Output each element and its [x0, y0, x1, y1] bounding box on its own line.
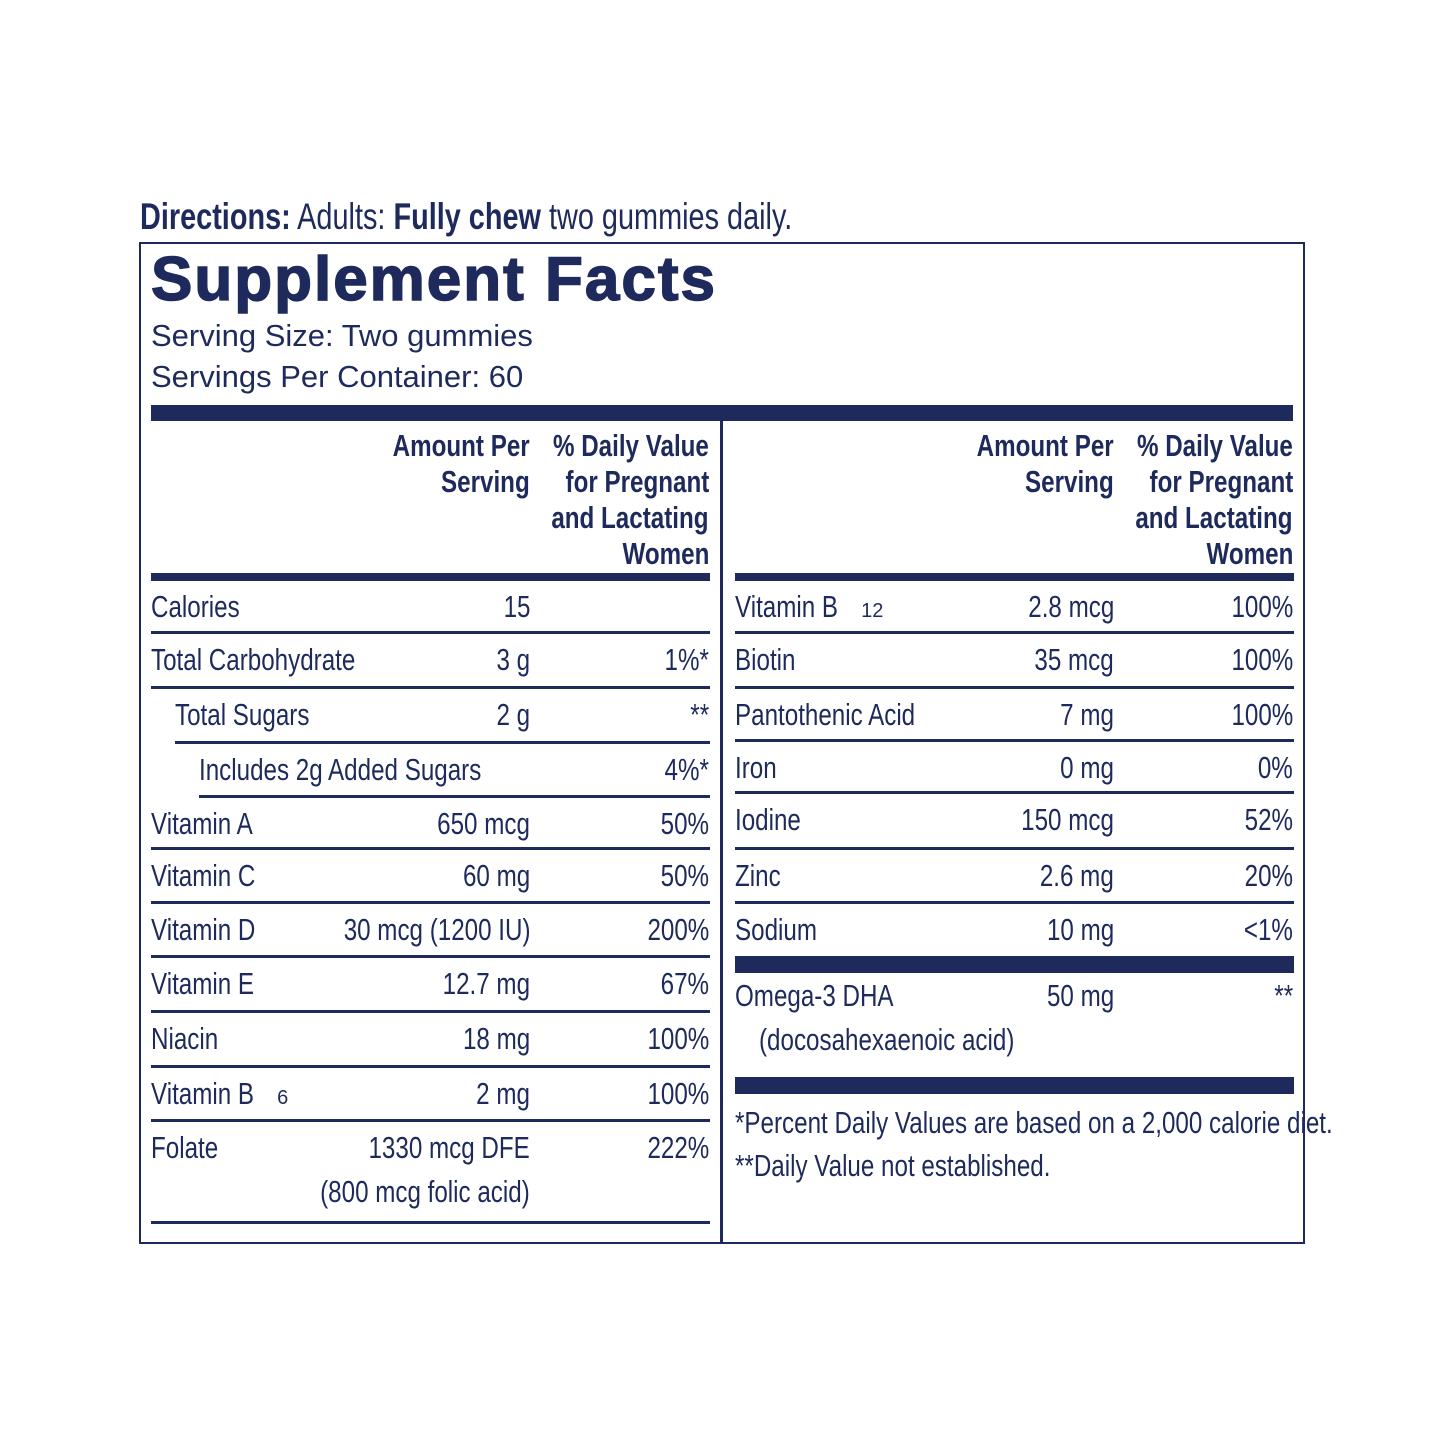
nutrient-name: Vitamin C [151, 858, 256, 893]
nutrient-amount-detail: (800 mcg folic acid) [320, 1174, 530, 1209]
row-divider [151, 901, 710, 904]
nutrient-amount: 15 [503, 589, 530, 624]
omega-top-bar [735, 956, 1294, 973]
nutrient-daily-value: 0% [1258, 750, 1293, 785]
row-divider [735, 739, 1294, 742]
nutrient-daily-value: 100% [1231, 697, 1293, 732]
row-divider [151, 686, 710, 689]
nutrient-name: Includes 2g Added Sugars [199, 752, 482, 787]
right-amount-header: Amount Per Serving [976, 428, 1114, 499]
subscript: 12 [861, 600, 884, 622]
nutrient-name: Iodine [735, 802, 801, 837]
row-divider [151, 1221, 710, 1224]
nutrient-amount: 2.6 mg [1040, 858, 1114, 893]
nutrient-name: Niacin [151, 1021, 219, 1056]
footnote-bar [735, 1077, 1294, 1094]
directions-post: two gummies daily. [549, 196, 793, 237]
row-divider [151, 631, 710, 634]
directions-label: Directions: [140, 196, 291, 237]
nutrient-amount: 18 mg [462, 1021, 530, 1056]
nutrient-daily-value: 50% [660, 806, 709, 841]
nutrient-daily-value: 1%* [664, 642, 709, 677]
nutrient-name: Total Carbohydrate [151, 642, 356, 677]
column-divider [720, 421, 723, 1242]
nutrient-amount: 10 mg [1046, 912, 1114, 947]
row-divider [151, 1119, 710, 1122]
nutrient-name: Vitamin D [151, 912, 256, 947]
row-divider [175, 741, 710, 744]
directions-pre: Adults: [297, 196, 386, 237]
nutrient-daily-value: 50% [660, 858, 709, 893]
row-divider [151, 1010, 710, 1013]
nutrient-amount: 0 mg [1060, 750, 1114, 785]
nutrient-amount: 150 mcg [1021, 802, 1114, 837]
nutrient-name: Total Sugars [175, 697, 310, 732]
nutrient-amount: 3 g [496, 642, 530, 677]
nutrient-name: Iron [735, 750, 777, 785]
nutrient-daily-value: 20% [1244, 858, 1293, 893]
nutrient-daily-value: 200% [647, 912, 709, 947]
nutrient-name: Vitamin A [151, 806, 253, 841]
row-divider [151, 847, 710, 850]
nutrient-name: Biotin [735, 642, 796, 677]
nutrient-amount: 2.8 mcg [1027, 589, 1114, 624]
right-dv-header: % Daily Value for Pregnant and Lactating Wo… [1135, 428, 1293, 571]
nutrient-daily-value: 4%* [664, 752, 709, 787]
nutrient-amount: 50 mg [1046, 978, 1114, 1013]
nutrient-name: Calories [151, 589, 240, 624]
nutrient-daily-value: 222% [647, 1130, 709, 1165]
nutrient-name: Folate [151, 1130, 219, 1165]
nutrient-amount: 650 mcg [437, 806, 530, 841]
nutrient-daily-value: ** [690, 697, 709, 732]
nutrient-daily-value: <1% [1243, 912, 1293, 947]
row-divider [735, 791, 1294, 794]
left-amount-header: Amount Per Serving [392, 428, 530, 499]
row-divider [199, 795, 710, 798]
directions: Directions: Adults: Fully chew two gummi… [140, 196, 976, 238]
subscript: 6 [277, 1087, 289, 1109]
footnote-dv: *Percent Daily Values are based on a 2,0… [735, 1105, 1333, 1140]
nutrient-daily-value: 100% [647, 1076, 709, 1111]
row-divider [735, 847, 1294, 850]
nutrient-daily-value: 52% [1244, 802, 1293, 837]
nutrient-daily-value: 100% [1231, 589, 1293, 624]
row-divider [735, 901, 1294, 904]
row-divider [151, 1065, 710, 1068]
nutrient-amount: 2 g [496, 697, 530, 732]
nutrient-amount: 2 mg [476, 1076, 530, 1111]
nutrient-amount: 30 mcg (1200 IU) [343, 912, 530, 947]
nutrient-name-detail: (docosahexaenoic acid) [759, 1022, 1015, 1057]
nutrient-amount: 35 mcg [1034, 642, 1114, 677]
footnote-not-established: **Daily Value not established. [735, 1148, 1051, 1183]
nutrient-amount: 1330 mcg DFE [368, 1130, 530, 1165]
nutrient-amount: 12.7 mg [442, 966, 530, 1001]
row-divider [151, 955, 710, 958]
directions-bold: Fully chew [393, 196, 541, 237]
row-divider [735, 686, 1294, 689]
nutrient-daily-value: 100% [1231, 642, 1293, 677]
nutrient-name: Vitamin B 12 [735, 589, 884, 624]
facts-title: Supplement Facts [150, 244, 717, 315]
left-header-rule [151, 573, 710, 581]
right-header-rule [735, 573, 1294, 581]
top-bar [151, 405, 1293, 421]
facts-box [139, 242, 1305, 1244]
left-dv-header: % Daily Value for Pregnant and Lactating Wo… [551, 428, 709, 571]
nutrient-daily-value: 67% [660, 966, 709, 1001]
nutrient-amount: 60 mg [462, 858, 530, 893]
nutrient-amount: 7 mg [1060, 697, 1114, 732]
row-divider [735, 631, 1294, 634]
nutrient-name: Omega-3 DHA [735, 978, 894, 1013]
servings-per-container: Servings Per Container: 60 [151, 359, 524, 394]
nutrient-daily-value: 100% [647, 1021, 709, 1056]
nutrient-name: Vitamin E [151, 966, 255, 1001]
nutrient-name: Pantothenic Acid [735, 697, 916, 732]
nutrient-name: Sodium [735, 912, 817, 947]
serving-size: Serving Size: Two gummies [151, 318, 533, 353]
nutrient-name: Zinc [735, 858, 781, 893]
nutrient-daily-value: ** [1274, 978, 1293, 1013]
